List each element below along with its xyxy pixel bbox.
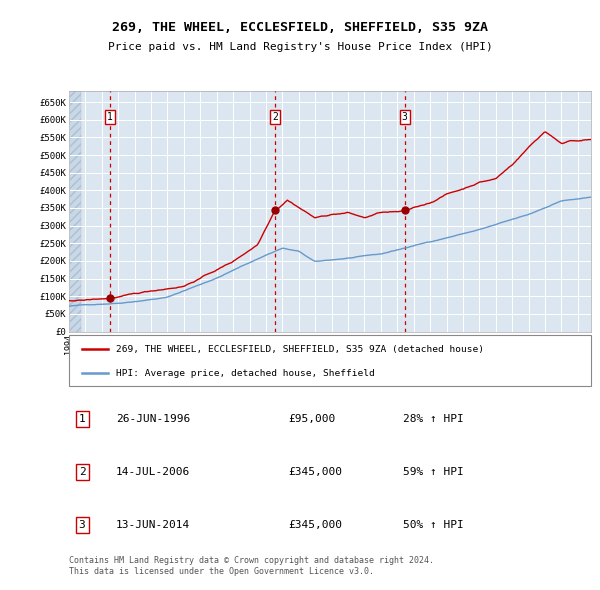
Text: 1: 1 [107,112,113,122]
Text: 269, THE WHEEL, ECCLESFIELD, SHEFFIELD, S35 9ZA (detached house): 269, THE WHEEL, ECCLESFIELD, SHEFFIELD, … [116,345,484,353]
Text: 269, THE WHEEL, ECCLESFIELD, SHEFFIELD, S35 9ZA: 269, THE WHEEL, ECCLESFIELD, SHEFFIELD, … [112,21,488,34]
Text: 2: 2 [79,467,85,477]
Text: 26-JUN-1996: 26-JUN-1996 [116,414,190,424]
FancyBboxPatch shape [69,335,591,386]
Text: 59% ↑ HPI: 59% ↑ HPI [403,467,464,477]
Text: 3: 3 [402,112,407,122]
Text: 50% ↑ HPI: 50% ↑ HPI [403,520,464,530]
Text: Contains HM Land Registry data © Crown copyright and database right 2024.
This d: Contains HM Land Registry data © Crown c… [69,556,434,576]
Text: 2: 2 [272,112,278,122]
Text: HPI: Average price, detached house, Sheffield: HPI: Average price, detached house, Shef… [116,369,375,378]
Text: 13-JUN-2014: 13-JUN-2014 [116,520,190,530]
Text: £345,000: £345,000 [288,520,342,530]
Polygon shape [69,91,82,332]
Text: £345,000: £345,000 [288,467,342,477]
Text: £95,000: £95,000 [288,414,335,424]
Text: 1: 1 [79,414,85,424]
Text: 28% ↑ HPI: 28% ↑ HPI [403,414,464,424]
Text: 3: 3 [79,520,85,530]
Text: Price paid vs. HM Land Registry's House Price Index (HPI): Price paid vs. HM Land Registry's House … [107,42,493,53]
Text: 14-JUL-2006: 14-JUL-2006 [116,467,190,477]
